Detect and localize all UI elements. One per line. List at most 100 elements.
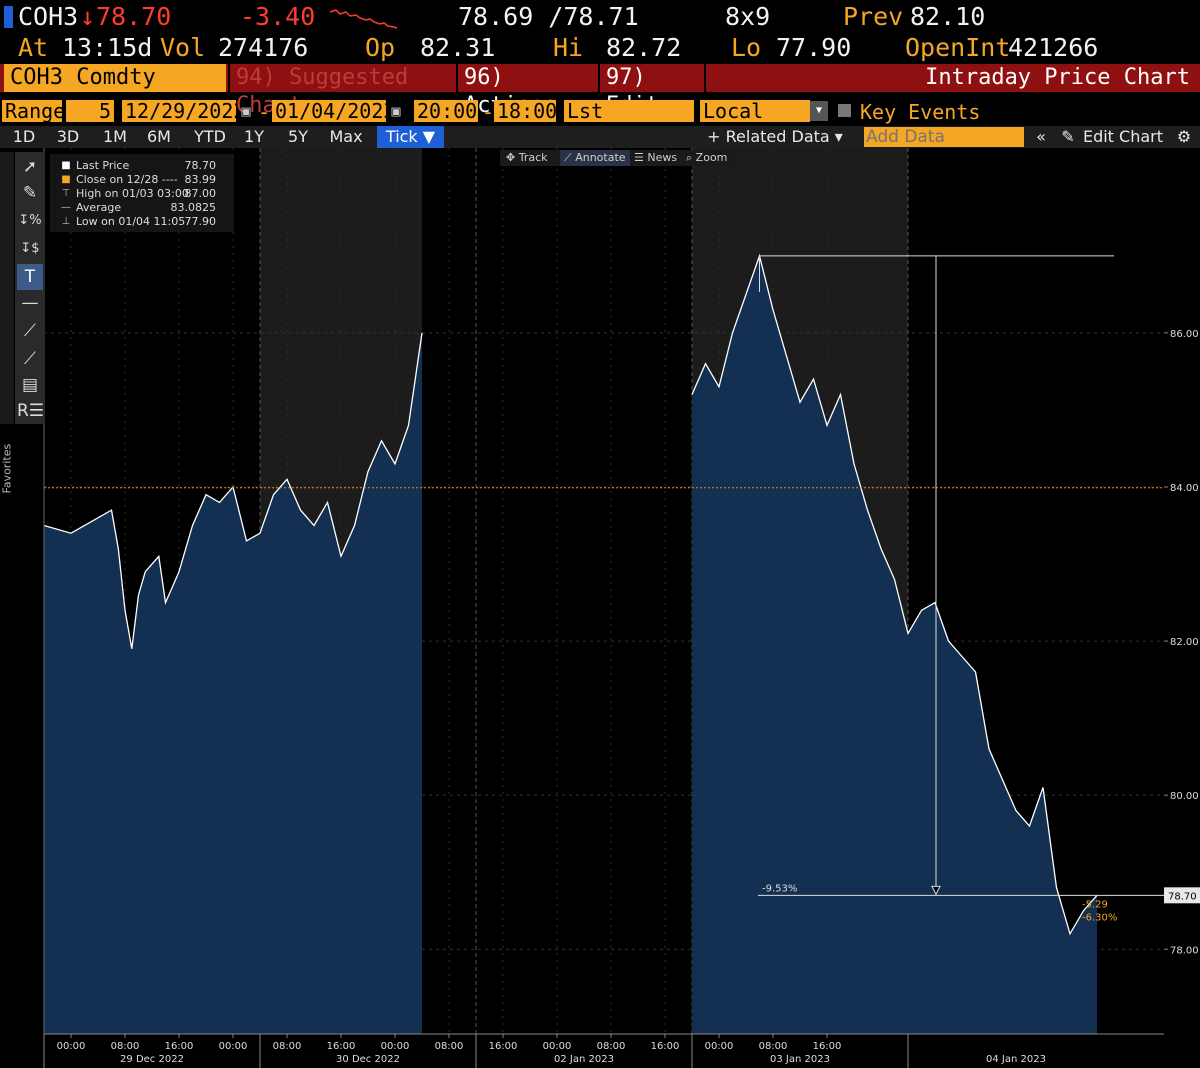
lo-label: Lo bbox=[731, 33, 762, 62]
period-button-max[interactable]: Max bbox=[329, 127, 363, 146]
suggested-charts-button[interactable]: 94) Suggested Charts bbox=[236, 65, 409, 118]
end-time-field[interactable]: 18:00 bbox=[494, 100, 556, 122]
annotate-button[interactable]: ⟋ Annotate bbox=[560, 150, 630, 166]
time-axis bbox=[0, 1034, 1200, 1068]
x-tick-label: 16:00 bbox=[489, 1041, 518, 1052]
dollar-measure-icon[interactable]: ↧$ bbox=[20, 241, 40, 256]
currency-select[interactable]: Local CCY bbox=[700, 100, 810, 122]
edit-chart-button[interactable]: Edit Chart bbox=[1082, 127, 1164, 146]
r-list-icon[interactable]: R☰ bbox=[17, 401, 45, 421]
related-data-menu[interactable]: + Related Data ▾ bbox=[707, 127, 843, 146]
add-data-input[interactable] bbox=[864, 127, 1024, 147]
price-area bbox=[44, 332, 422, 1034]
period-button-3d[interactable]: 3D bbox=[56, 127, 80, 146]
track-button[interactable]: ✥ Track bbox=[506, 151, 548, 164]
hi-label: Hi bbox=[553, 33, 584, 62]
line-icon[interactable]: — bbox=[21, 293, 39, 313]
chart-mini-toolbar: ✥ Track ⟋ Annotate ☰ News ⌕ Zoom bbox=[500, 150, 736, 166]
x-tick-label: 16:00 bbox=[165, 1041, 194, 1052]
drawing-toolbar: ➚ ✎ ↧% ↧$ T — ⟋ ⟋ ▤ R☰ bbox=[15, 152, 45, 424]
end-calendar-icon[interactable]: ▣ bbox=[391, 102, 401, 120]
pencil-icon: ✎ bbox=[1061, 127, 1075, 146]
last-price-tag-label: 78.70 bbox=[1168, 891, 1197, 902]
legend-value: 78.70 bbox=[184, 159, 217, 172]
change-label: -6.30% bbox=[1082, 912, 1117, 923]
period-button-6m[interactable]: 6M bbox=[147, 127, 171, 146]
end-date-field[interactable]: 01/04/2023 bbox=[272, 100, 386, 122]
x-tick-label: 00:00 bbox=[705, 1041, 734, 1052]
text-icon[interactable]: T bbox=[17, 264, 43, 290]
measure-label: -9.53% bbox=[762, 883, 797, 894]
period-bar: 1D 3D 1M 6M YTD 1Y 5Y Max Tick ▼ + Related Data… bbox=[0, 126, 1200, 148]
legend-row: ■ Close on 12/28 ---- 83.99 bbox=[60, 173, 232, 187]
x-date-label: 03 Jan 2023 bbox=[770, 1054, 830, 1065]
favorites-tab[interactable]: Favorites bbox=[0, 152, 14, 494]
x-tick-label: 08:00 bbox=[435, 1041, 464, 1052]
gear-icon[interactable]: ⚙ bbox=[1176, 127, 1192, 146]
pencil-icon[interactable]: ✎ bbox=[22, 183, 38, 203]
net-change: -3.40 bbox=[240, 2, 316, 31]
start-time-field[interactable]: 20:00 bbox=[414, 100, 478, 122]
ticker-symbol: COH3 bbox=[18, 2, 79, 31]
start-calendar-icon[interactable]: ▣ bbox=[241, 102, 251, 120]
tick-frequency-button[interactable]: Tick ▼ bbox=[377, 126, 444, 148]
range-dash: - bbox=[258, 100, 271, 124]
chart-legend: ■ Last Price 78.70 ■ Close on 12/28 ---- 83.9… bbox=[50, 154, 234, 232]
y-tick-label: 78.00 bbox=[1170, 945, 1199, 956]
title-bar: COH3 Comdty 94) Suggested Charts 96) Act… bbox=[0, 64, 1200, 118]
key-events-checkbox[interactable] bbox=[838, 104, 851, 117]
legend-row: ⊥ Low on 01/04 11:05 77.90 bbox=[60, 215, 232, 229]
sparkline-icon bbox=[330, 9, 398, 29]
legend-row: — Average 83.0825 bbox=[60, 201, 232, 215]
x-tick-label: 00:00 bbox=[219, 1041, 248, 1052]
fib-icon[interactable]: ▤ bbox=[21, 375, 39, 395]
period-button-5y[interactable]: 5Y bbox=[288, 127, 308, 146]
price-line bbox=[43, 332, 423, 649]
vol-label: Vol bbox=[160, 33, 206, 62]
down-arrow-icon: ↓ bbox=[80, 2, 96, 31]
start-date-field[interactable]: 12/29/2022 bbox=[122, 100, 236, 122]
prev-label: Prev bbox=[843, 2, 904, 31]
collapse-icon[interactable]: « bbox=[1036, 127, 1046, 146]
price-area bbox=[692, 255, 1097, 1034]
channel-icon[interactable]: ⟋ bbox=[24, 349, 36, 369]
bid-ask-size: 8x9 bbox=[725, 2, 771, 31]
period-button-1y[interactable]: 1Y bbox=[244, 127, 264, 146]
volume: 274176 bbox=[218, 33, 309, 62]
title-divider bbox=[228, 64, 230, 92]
currency-dropdown-icon[interactable]: ▼ bbox=[810, 101, 828, 121]
price-chart[interactable]: -9.53% -5.29 -6.30% 78.00 80.00 82.00 84.00 86.… bbox=[0, 148, 1200, 1068]
x-tick-label: 08:00 bbox=[111, 1041, 140, 1052]
x-tick-label: 08:00 bbox=[759, 1041, 788, 1052]
measure-arrow-icon bbox=[931, 885, 941, 896]
range-days-field[interactable]: 5 bbox=[66, 100, 114, 122]
x-tick-label: 00:00 bbox=[543, 1041, 572, 1052]
quote-time: 13:15d bbox=[62, 33, 153, 62]
period-button-1m[interactable]: 1M bbox=[103, 127, 127, 146]
price-type-select[interactable]: Lst Trd/Lst Px bbox=[564, 100, 694, 122]
period-button-1d[interactable]: 1D bbox=[12, 127, 36, 146]
last-price: 78.70 bbox=[96, 2, 172, 31]
last-price-tag bbox=[1164, 887, 1200, 904]
legend-value: 83.99 bbox=[184, 173, 217, 186]
security-field[interactable]: COH3 Comdty bbox=[4, 64, 226, 92]
period-button-ytd[interactable]: YTD bbox=[194, 127, 226, 146]
title-divider bbox=[704, 64, 706, 92]
zoom-button[interactable]: ⌕ Zoom bbox=[686, 151, 728, 164]
change-label: -5.29 bbox=[1082, 899, 1108, 910]
percent-measure-icon[interactable]: ↧% bbox=[18, 213, 42, 228]
x-tick-label: 08:00 bbox=[273, 1041, 302, 1052]
legend-symbol-icon: ⊤ bbox=[61, 188, 71, 199]
trend-line-icon[interactable]: ⟋ bbox=[24, 321, 36, 341]
favorites-label: Favorites bbox=[0, 443, 14, 494]
x-date-label: 29 Dec 2022 bbox=[120, 1054, 184, 1065]
actions-menu[interactable]: 96) Actions ▾ bbox=[464, 65, 583, 118]
edit-menu[interactable]: 97) Edit ▾ bbox=[606, 65, 685, 118]
legend-value: 83.0825 bbox=[170, 201, 217, 214]
legend-symbol-icon: ■ bbox=[61, 174, 71, 185]
news-button[interactable]: ☰ News bbox=[634, 151, 678, 164]
quote-ticker-marker bbox=[4, 6, 13, 28]
legend-row: ■ Last Price 78.70 bbox=[60, 159, 232, 173]
pointer-icon[interactable]: ➚ bbox=[22, 157, 38, 177]
track-label: Track bbox=[518, 151, 548, 164]
